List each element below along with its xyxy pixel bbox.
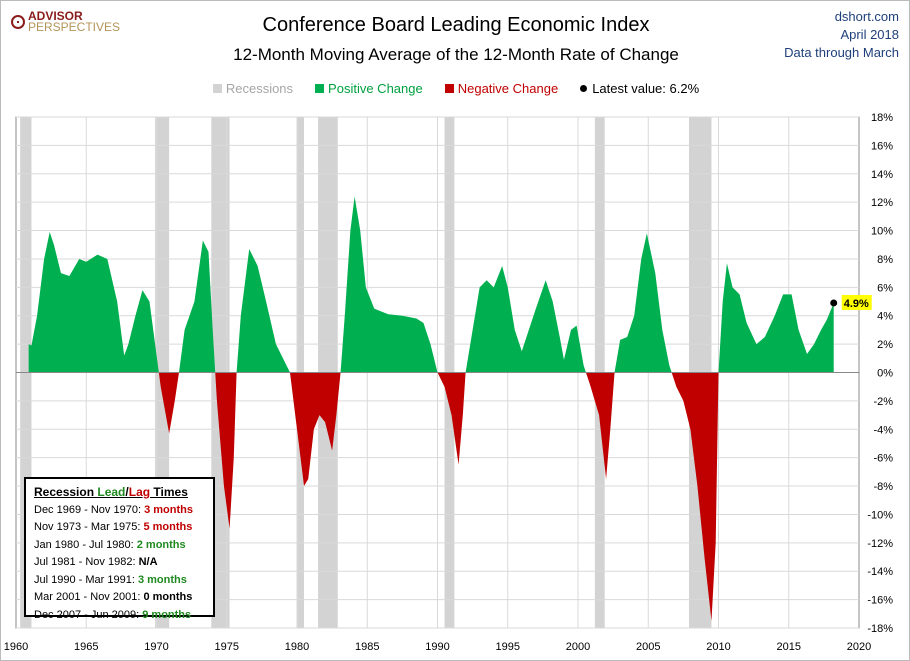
y-tick-label: 2% — [877, 339, 893, 351]
y-tick-label: -2% — [873, 396, 893, 408]
y-tick-label: 4% — [877, 311, 893, 323]
x-tick-label: 1975 — [215, 641, 239, 653]
compass-icon — [11, 15, 25, 29]
x-tick-label: 1965 — [74, 641, 98, 653]
data-note: Data through March — [784, 45, 899, 60]
lead-lag-value: N/A — [138, 556, 158, 568]
logo-line2: PERSPECTIVES — [28, 20, 121, 34]
recession-period: Nov 1973 - Mar 1975: — [34, 521, 144, 533]
legend-recessions: Recessions — [212, 81, 293, 96]
y-tick-label: -4% — [873, 424, 893, 436]
chart-title: Conference Board Leading Economic Index — [262, 14, 650, 36]
y-tick-label: 14% — [871, 169, 893, 181]
lead-lag-row: Jul 1990 - Mar 1991: 3 months — [34, 572, 205, 590]
x-tick-label: 1990 — [425, 641, 449, 653]
latest-label-bg — [841, 294, 872, 310]
y-tick-label: 16% — [871, 140, 893, 152]
y-tick-label: -8% — [873, 481, 893, 493]
x-tick-label: 1985 — [355, 641, 379, 653]
lead-lag-value: 0 months — [143, 591, 193, 603]
lead-lag-row: Mar 2001 - Nov 2001: 0 months — [34, 589, 205, 607]
legend: Recessions Positive Change Negative Chan… — [1, 81, 909, 96]
x-tick-label: 2015 — [777, 641, 801, 653]
recession-period: Jul 1990 - Mar 1991: — [34, 573, 138, 586]
lead-lag-row: Jul 1981 - Nov 1982: N/A — [34, 554, 205, 572]
lead-lag-value: 2 months — [136, 538, 186, 551]
recession-period: Jan 1980 - Jul 1980: — [34, 538, 137, 551]
x-tick-label: 1995 — [496, 641, 520, 653]
y-tick-label: -16% — [867, 595, 893, 607]
y-tick-label: -12% — [867, 538, 893, 550]
recession-period: Dec 2007 - Jun 2009: — [34, 608, 143, 621]
latest-point — [830, 299, 838, 307]
lead-lag-value: 9 months — [142, 608, 192, 621]
positive-area — [28, 196, 834, 373]
negative-area — [28, 372, 834, 621]
date: April 2018 — [840, 27, 899, 42]
advisor-perspectives-logo: ADVISOR PERSPECTIVES — [11, 9, 121, 34]
y-tick-label: -6% — [873, 453, 893, 465]
x-tick-label: 2000 — [566, 641, 590, 653]
recession-period: Mar 2001 - Nov 2001: — [34, 591, 144, 603]
y-tick-label: 0% — [877, 368, 893, 380]
recession-period: Dec 1969 - Nov 1970: — [34, 503, 145, 516]
x-tick-label: 2020 — [847, 641, 871, 653]
recession-period: Jul 1981 - Nov 1982: — [34, 556, 139, 568]
x-tick-label: 1970 — [144, 641, 168, 653]
y-tick-label: 18% — [871, 112, 893, 124]
y-tick-label: -18% — [867, 623, 893, 635]
latest-label: 4.9% — [844, 298, 869, 310]
lead-lag-row: Dec 2007 - Jun 2009: 9 months — [34, 607, 205, 625]
logo-line1: ADVISOR — [28, 9, 83, 23]
y-tick-label: -14% — [867, 566, 893, 578]
x-tick-label: 2010 — [706, 641, 730, 653]
lead-lag-row: Dec 1969 - Nov 1970: 3 months — [34, 502, 205, 520]
lead-lag-value: 3 months — [137, 573, 187, 586]
x-tick-label: 1960 — [4, 641, 28, 653]
lead-lag-value: 3 months — [144, 503, 193, 516]
y-tick-label: 10% — [871, 226, 893, 238]
legend-positive: Positive Change — [315, 81, 423, 96]
source: dshort.com — [834, 9, 899, 24]
y-tick-label: -10% — [867, 509, 893, 521]
y-tick-label: 6% — [877, 282, 893, 294]
y-tick-label: 12% — [871, 197, 893, 209]
x-tick-label: 2005 — [636, 641, 660, 653]
x-tick-label: 1980 — [285, 641, 309, 653]
lead-lag-title: Recession Lead/Lag Times — [34, 485, 188, 499]
chart-subtitle: 12-Month Moving Average of the 12-Month … — [233, 45, 679, 64]
lead-lag-row: Nov 1973 - Mar 1975: 5 months — [34, 519, 205, 537]
legend-latest: Latest value: 6.2% — [580, 81, 699, 96]
y-tick-label: 8% — [877, 254, 893, 266]
lead-lag-box: Recession Lead/Lag Times Dec 1969 - Nov … — [24, 477, 215, 621]
legend-negative: Negative Change — [444, 81, 558, 96]
lead-lag-value: 5 months — [143, 521, 193, 533]
lead-lag-row: Jan 1980 - Jul 1980: 2 months — [34, 537, 205, 555]
